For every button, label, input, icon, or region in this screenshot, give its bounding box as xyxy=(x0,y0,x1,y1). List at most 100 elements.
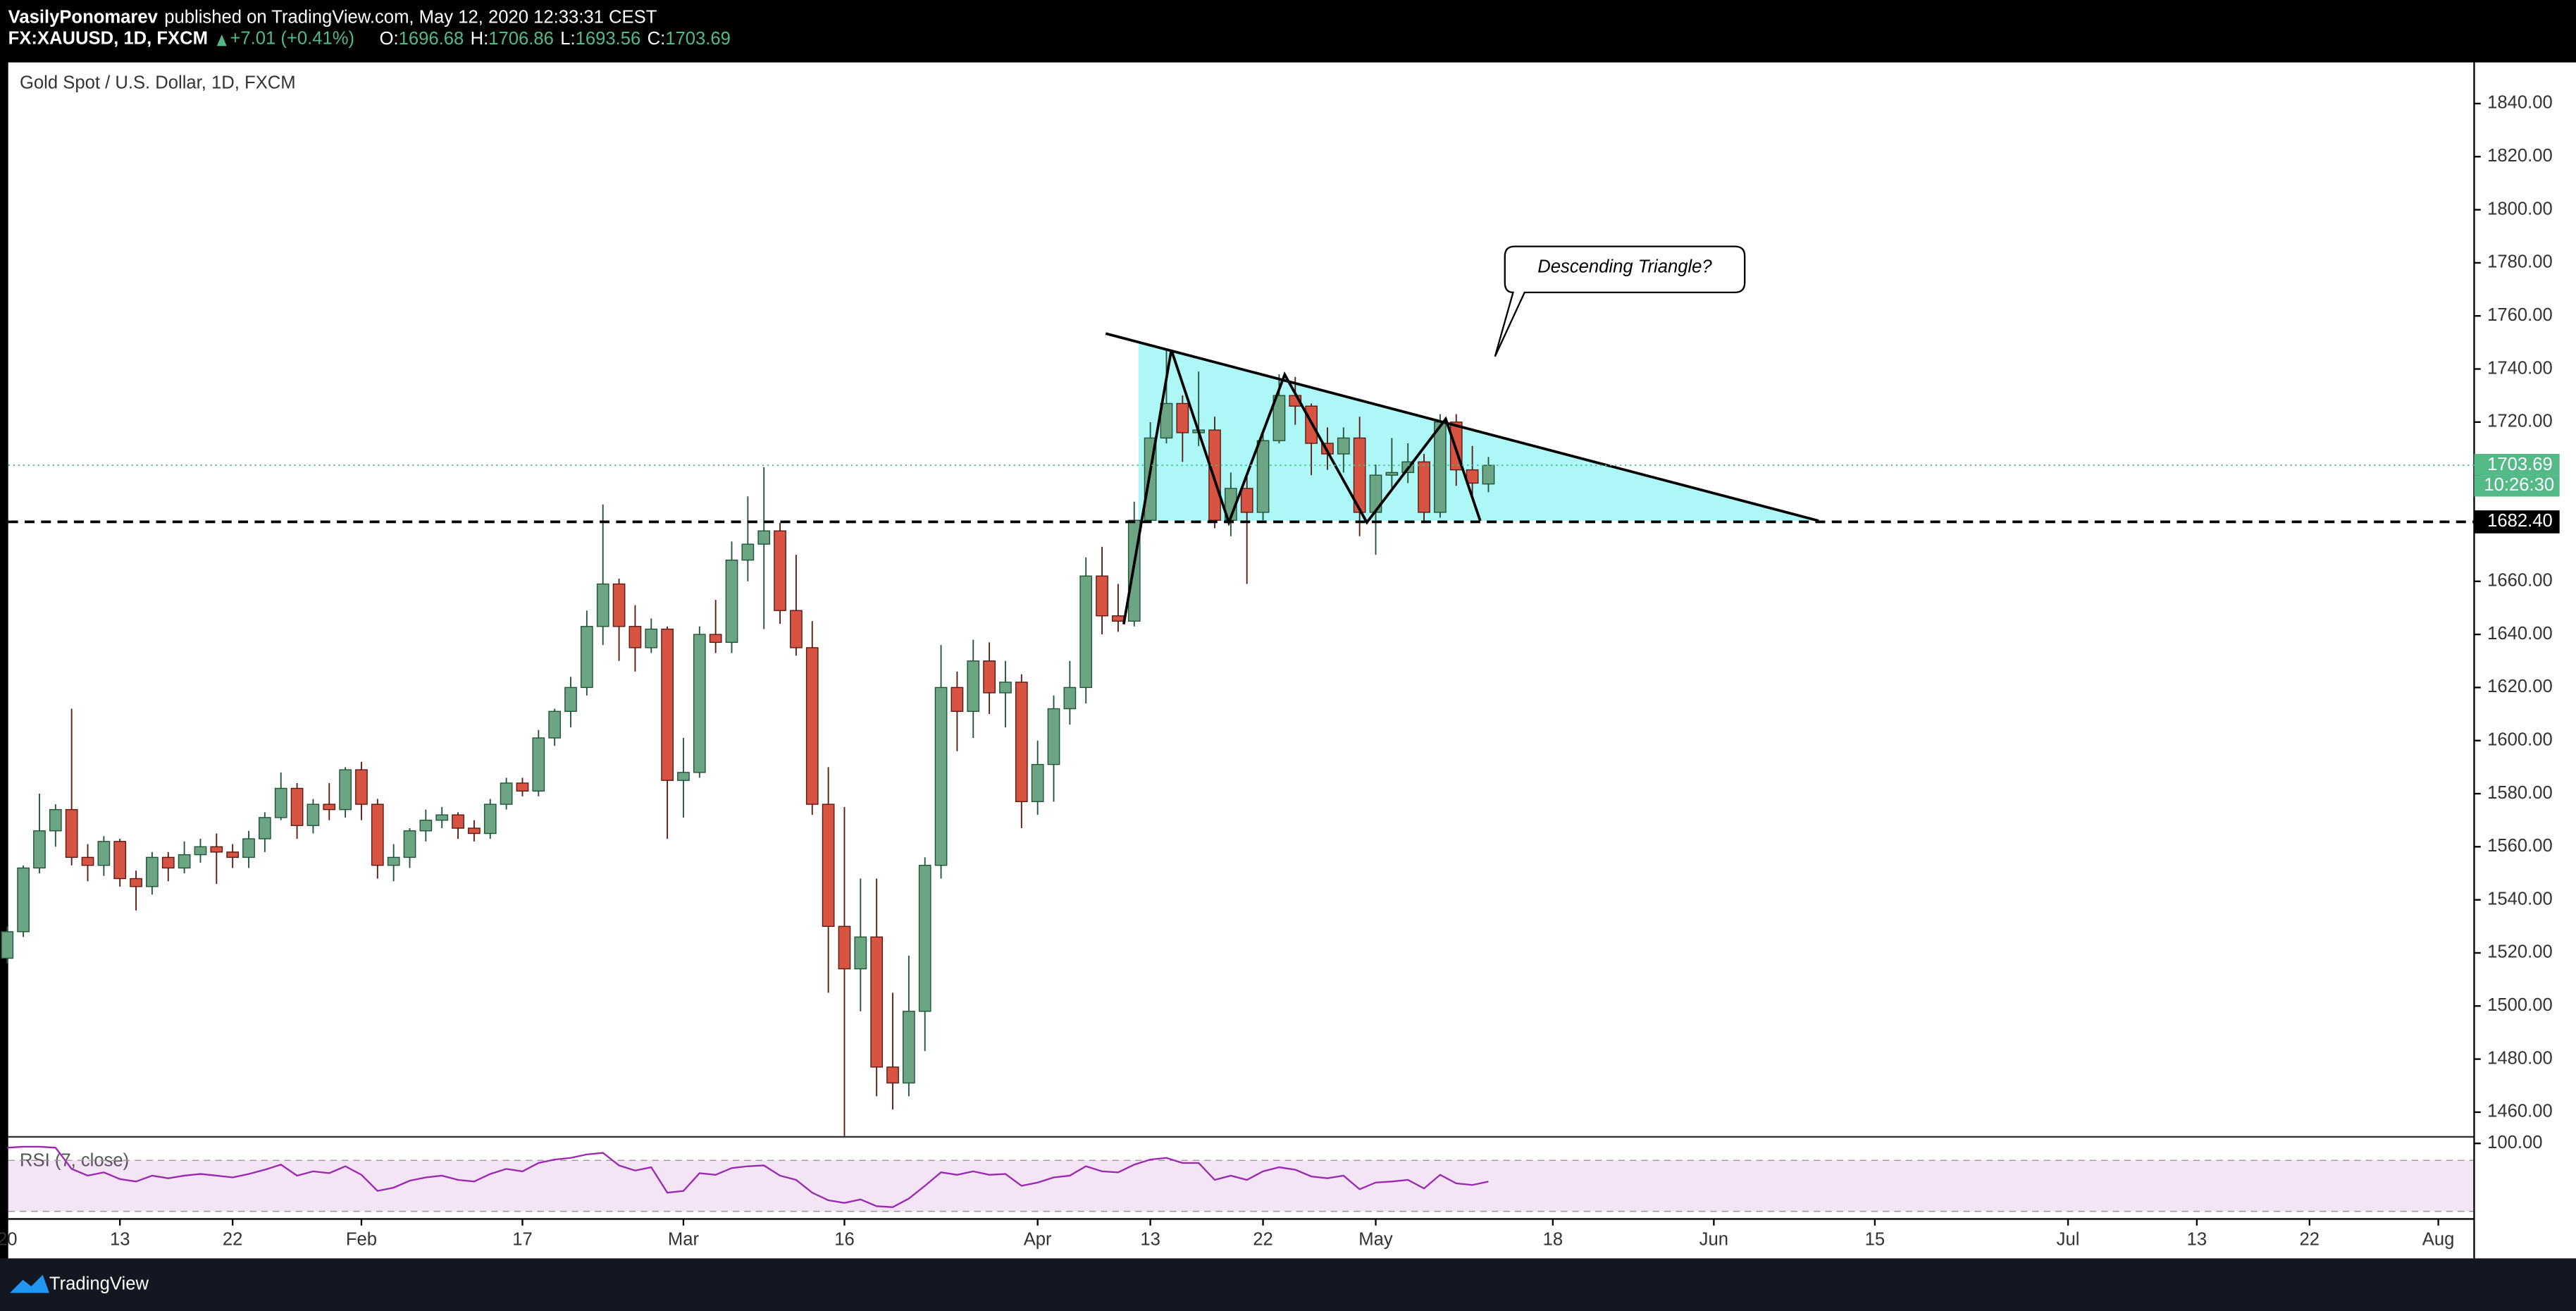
candle-body xyxy=(838,925,851,970)
x-tick-label: 20 xyxy=(0,1230,18,1250)
candle-body xyxy=(1015,682,1028,803)
candle-body xyxy=(290,787,304,826)
candle-body xyxy=(870,936,884,1068)
candle-body xyxy=(693,634,706,773)
candle-body xyxy=(918,865,931,1012)
y-tick-label: 1820.00 xyxy=(2487,146,2553,166)
rsi-line xyxy=(7,1145,1489,1208)
candle-body xyxy=(33,830,46,869)
candle-body xyxy=(146,856,159,887)
candle-body xyxy=(371,804,384,866)
y-tick-label: 1620.00 xyxy=(2487,677,2553,696)
y-tick-label: 1560.00 xyxy=(2487,836,2553,856)
candle-body xyxy=(1176,402,1189,433)
rsi-pane: RSI (7, close) 100.00 xyxy=(7,1133,2542,1212)
footer xyxy=(0,1258,2576,1311)
ohlc-value: 1706.86 xyxy=(488,29,554,49)
candle-body xyxy=(387,856,400,866)
candle-body xyxy=(339,769,352,811)
x-tick-label: Jun xyxy=(1699,1230,1728,1250)
candle-body xyxy=(17,867,30,933)
candle-body xyxy=(1160,402,1173,439)
candle-body xyxy=(1112,615,1125,622)
trendline xyxy=(1105,332,1819,522)
candle-body xyxy=(194,846,207,856)
candle-body xyxy=(468,827,481,835)
candle-body xyxy=(452,814,464,829)
y-tick-label: 1480.00 xyxy=(2487,1048,2553,1068)
candle-body xyxy=(1063,687,1077,710)
x-tick-label: Apr xyxy=(1024,1230,1052,1250)
ohlc-value: 1693.56 xyxy=(576,29,641,49)
candle-body xyxy=(999,682,1012,694)
candle-body xyxy=(805,647,819,805)
candle-body xyxy=(774,530,786,611)
x-tick-label: May xyxy=(1358,1230,1393,1250)
ohlc-value: 1696.68 xyxy=(399,29,464,49)
candle-body xyxy=(1096,575,1108,617)
x-tick-label: 13 xyxy=(110,1230,130,1250)
x-tick-label: 16 xyxy=(834,1230,855,1250)
candle-body xyxy=(483,804,497,835)
y-tick-label: 1540.00 xyxy=(2487,889,2553,909)
rsi-tick-label: 100.00 xyxy=(2487,1133,2542,1152)
y-tick-label: 1640.00 xyxy=(2487,624,2553,644)
ohlc-label: H: xyxy=(471,29,489,49)
y-tick-label: 1760.00 xyxy=(2487,305,2553,325)
callout xyxy=(1494,245,1746,357)
candle-body xyxy=(967,660,980,712)
x-tick-label: Feb xyxy=(346,1230,377,1250)
candle-body xyxy=(242,838,255,858)
y-tick-label: 1460.00 xyxy=(2487,1102,2553,1121)
ohlc-value: 1703.69 xyxy=(665,29,731,49)
candle-body xyxy=(548,710,562,739)
chart-title: Gold Spot / U.S. Dollar, 1D, FXCM xyxy=(20,73,296,93)
candle-body xyxy=(65,808,78,858)
y-tick-label: 1600.00 xyxy=(2487,730,2553,749)
x-tick-label: Mar xyxy=(668,1230,700,1250)
callout-text: Descending Triangle? xyxy=(1537,257,1712,277)
y-tick-label: 1660.00 xyxy=(2487,571,2553,591)
y-tick-label: 1500.00 xyxy=(2487,995,2553,1015)
candle-body xyxy=(757,530,771,545)
candle-body xyxy=(161,856,175,869)
candle-body xyxy=(500,782,513,805)
candle-body xyxy=(1418,461,1430,513)
symbol: FX:XAUUSD, 1D, FXCM xyxy=(8,29,208,49)
candle-body xyxy=(677,772,690,781)
candle-body xyxy=(1047,708,1060,765)
candle-body xyxy=(1337,437,1350,455)
candle-body xyxy=(628,626,642,648)
candle-body xyxy=(1353,437,1366,513)
candle-body xyxy=(130,878,142,887)
candle-body xyxy=(741,543,755,561)
candle-body xyxy=(564,687,577,712)
candle-body xyxy=(1482,464,1495,485)
candle-body xyxy=(323,804,336,811)
ohlc-label: L: xyxy=(560,29,575,49)
candle-body xyxy=(886,1066,899,1084)
candle-body xyxy=(274,787,287,818)
x-tick-label: 22 xyxy=(223,1230,243,1250)
candle-body xyxy=(1079,575,1093,689)
candle-body xyxy=(983,660,996,694)
y-tick-label: 1580.00 xyxy=(2487,783,2553,803)
candle-body xyxy=(854,936,867,970)
candle-body xyxy=(1385,472,1399,476)
countdown-box xyxy=(2474,475,2560,497)
candle-body xyxy=(49,808,62,832)
x-tick-label: 22 xyxy=(2300,1230,2320,1250)
price-label: 1703.69 xyxy=(2487,455,2553,474)
published: published on TradingView.com, May 12, 20… xyxy=(164,7,657,27)
x-tick-label: 17 xyxy=(512,1230,533,1250)
countdown: 10:26:30 xyxy=(2484,475,2554,495)
brand: TradingView xyxy=(49,1274,149,1293)
candle-body xyxy=(790,610,803,648)
candle-body xyxy=(902,1011,915,1084)
level-box xyxy=(2474,510,2560,534)
x-tick-label: 15 xyxy=(1865,1230,1885,1250)
candle-body xyxy=(1031,763,1044,803)
x-tick-label: 18 xyxy=(1543,1230,1563,1250)
candle-body xyxy=(532,737,545,792)
